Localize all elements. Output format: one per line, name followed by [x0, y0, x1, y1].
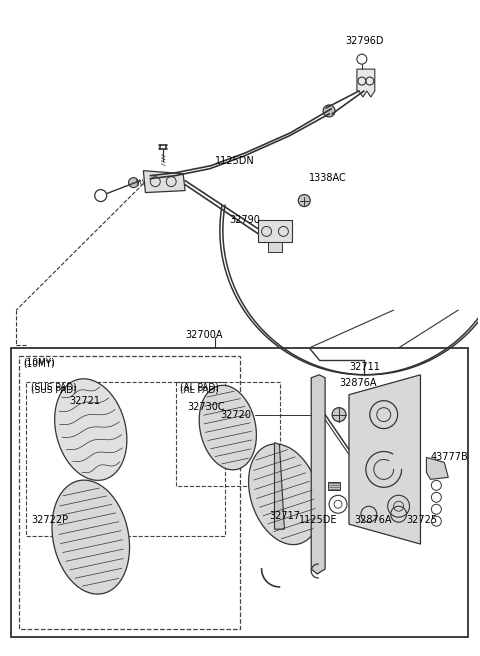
Text: (SUS PAD): (SUS PAD) — [31, 382, 77, 392]
Text: 32720: 32720 — [220, 409, 251, 420]
Text: (10MY): (10MY) — [23, 358, 55, 367]
Text: 1338AC: 1338AC — [309, 173, 347, 182]
Polygon shape — [275, 443, 285, 529]
Text: 32876A: 32876A — [354, 515, 391, 525]
Bar — [176, 382, 280, 486]
Text: (10MY): (10MY) — [23, 360, 55, 369]
Polygon shape — [52, 480, 130, 594]
Circle shape — [323, 105, 335, 117]
Text: (AL PAD): (AL PAD) — [180, 382, 219, 392]
Bar — [26, 382, 225, 536]
Text: 32700A: 32700A — [185, 330, 223, 340]
Polygon shape — [249, 444, 320, 544]
Polygon shape — [311, 375, 325, 574]
Text: 32876A: 32876A — [339, 378, 376, 388]
Text: (AL PAD): (AL PAD) — [180, 386, 219, 395]
Polygon shape — [258, 220, 292, 242]
Text: 32790: 32790 — [230, 215, 261, 226]
Polygon shape — [199, 385, 256, 470]
Polygon shape — [267, 242, 282, 253]
Text: 32717: 32717 — [269, 511, 300, 522]
Text: 1125DE: 1125DE — [300, 515, 338, 525]
Text: 32721: 32721 — [69, 396, 100, 405]
Bar — [19, 356, 240, 628]
Polygon shape — [357, 69, 375, 97]
Text: 32730C: 32730C — [187, 401, 225, 412]
Text: 32722P: 32722P — [31, 515, 68, 525]
Text: 32796D: 32796D — [345, 36, 384, 46]
Bar — [12, 348, 468, 637]
Circle shape — [129, 178, 138, 188]
Polygon shape — [144, 171, 185, 193]
Circle shape — [332, 407, 346, 422]
Text: 1125DN: 1125DN — [215, 155, 255, 166]
Polygon shape — [328, 482, 340, 490]
Text: 43777B: 43777B — [431, 453, 468, 462]
Circle shape — [298, 195, 310, 207]
Polygon shape — [426, 457, 448, 480]
Text: (SUS PAD): (SUS PAD) — [31, 386, 77, 395]
Polygon shape — [349, 375, 420, 544]
Polygon shape — [55, 379, 127, 480]
Text: 32711: 32711 — [349, 362, 380, 372]
Text: 32725: 32725 — [407, 515, 438, 525]
